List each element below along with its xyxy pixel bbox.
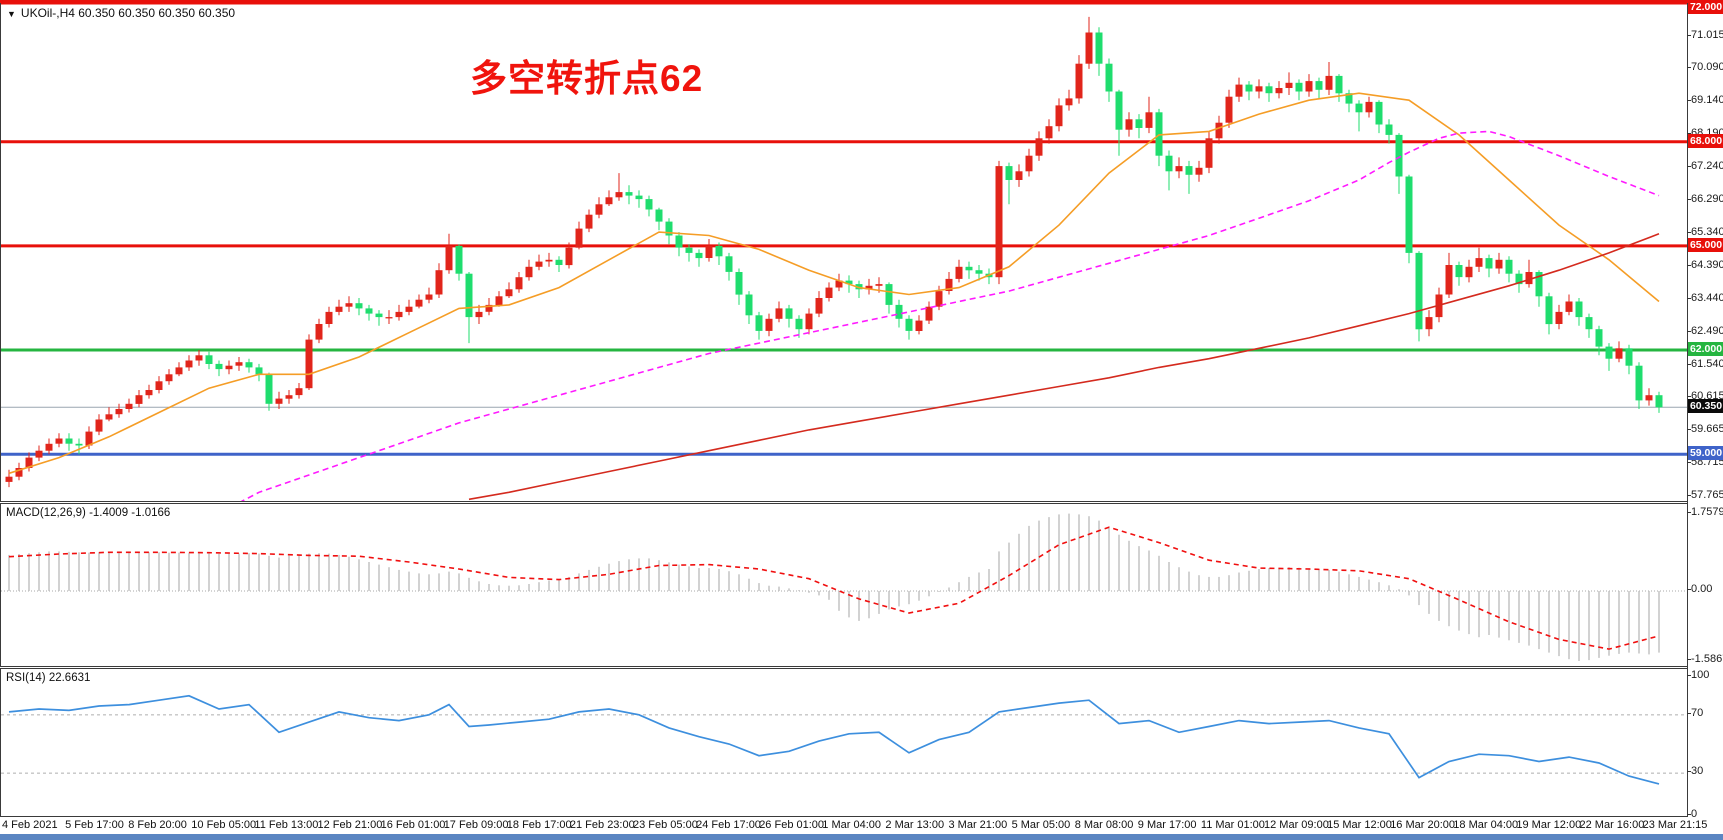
time-axis-label: 4 Feb 2021 (2, 819, 58, 831)
time-axis-label: 5 Mar 05:00 (1011, 819, 1071, 831)
time-axis-label: 23 Feb 05:00 (633, 819, 698, 831)
macd-tick: 0.00 (1687, 583, 1712, 595)
symbol-ohlc-bar: ▼ UKOil-,H4 60.350 60.350 60.350 60.350 (7, 6, 235, 20)
price-tick: 65.340 (1687, 226, 1723, 238)
price-axis[interactable]: 71.01570.09069.14068.19067.24066.29065.3… (1687, 0, 1723, 820)
time-axis-label: 1 Mar 04:00 (822, 819, 881, 831)
time-axis-label: 18 Mar 04:00 (1453, 819, 1519, 831)
macd-indicator-panel[interactable]: MACD(12,26,9) -1.4009 -1.0166 (0, 503, 1687, 667)
time-axis-label: 12 Feb 21:00 (317, 819, 383, 831)
price-level-badge: 60.350 (1688, 399, 1723, 414)
macd-chart[interactable] (1, 504, 1687, 666)
price-tick: 63.440 (1687, 292, 1723, 304)
time-axis-label: 5 Feb 17:00 (65, 819, 124, 831)
price-tick: 70.090 (1687, 61, 1723, 73)
macd-tick: -1.5867 (1687, 653, 1723, 665)
macd-tick: 1.7579 (1687, 506, 1723, 518)
price-tick: 59.665 (1687, 423, 1723, 435)
rsi-label: RSI(14) 22.6631 (6, 672, 91, 684)
price-tick: 64.390 (1687, 259, 1723, 271)
price-level-badge: 62.000 (1688, 342, 1723, 357)
time-axis-label: 23 Mar 21:15 (1642, 819, 1708, 831)
price-tick: 62.490 (1687, 325, 1723, 337)
rsi-tick: 0 (1687, 808, 1697, 820)
macd-label: MACD(12,26,9) -1.4009 -1.0166 (6, 507, 171, 519)
rsi-tick: 100 (1687, 669, 1709, 681)
time-axis-label: 21 Feb 23:00 (569, 819, 635, 831)
candlestick-chart[interactable] (1, 1, 1687, 501)
time-axis-label: 8 Feb 20:00 (128, 819, 187, 831)
price-level-badge: 72.000 (1688, 0, 1723, 14)
price-tick: 60.615 (1687, 390, 1723, 402)
price-level-badge: 65.000 (1688, 237, 1723, 252)
price-tick: 61.540 (1687, 358, 1723, 370)
time-axis-label: 3 Mar 21:00 (948, 819, 1008, 831)
time-axis-label: 19 Mar 12:00 (1516, 819, 1582, 831)
price-tick: 69.140 (1687, 94, 1723, 106)
resistance-line-72[interactable] (0, 0, 1723, 3)
time-axis-label: 22 Mar 16:00 (1579, 819, 1645, 831)
candlestick-chart-panel[interactable] (0, 0, 1687, 502)
price-level-badge: 68.000 (1688, 133, 1723, 148)
price-tick: 71.015 (1687, 29, 1723, 41)
rsi-chart[interactable] (1, 669, 1687, 816)
time-axis-label: 16 Feb 01:00 (380, 819, 446, 831)
time-axis-label: 17 Feb 09:00 (443, 819, 509, 831)
price-tick: 66.290 (1687, 193, 1723, 205)
time-axis[interactable]: 4 Feb 2021 5 Feb 17:00 8 Feb 20:00 10 Feb 0… (0, 818, 1723, 834)
time-axis-label: 12 Mar 09:00 (1264, 819, 1329, 831)
time-axis-label: 11 Mar 01:00 (1200, 819, 1265, 831)
time-axis-label: 2 Mar 13:00 (885, 819, 945, 831)
chart-annotation-text: 多空转折点62 (470, 58, 704, 99)
symbol-dropdown-icon[interactable]: ▼ (7, 9, 16, 19)
time-axis-label: 11 Feb 13:00 (254, 819, 319, 831)
rsi-indicator-panel[interactable]: RSI(14) 22.6631 (0, 668, 1687, 817)
price-level-badge: 59.000 (1688, 446, 1723, 461)
price-tick: 57.765 (1687, 489, 1723, 501)
time-axis-label: 16 Mar 20:00 (1390, 819, 1456, 831)
time-axis-label: 26 Feb 01:00 (759, 819, 825, 831)
time-axis-label: 24 Feb 17:00 (696, 819, 761, 831)
rsi-tick: 30 (1687, 765, 1703, 777)
time-axis-label: 9 Mar 17:00 (1137, 819, 1197, 831)
time-axis-label: 10 Feb 05:00 (191, 819, 257, 831)
time-axis-label: 15 Mar 12:00 (1327, 819, 1392, 831)
time-axis-label: 18 Feb 17:00 (506, 819, 572, 831)
price-tick: 67.240 (1687, 160, 1723, 172)
symbol-ohlc-text: UKOil-,H4 60.350 60.350 60.350 60.350 (20, 6, 236, 20)
time-axis-label: 8 Mar 08:00 (1074, 819, 1134, 831)
rsi-tick: 70 (1687, 707, 1703, 719)
window-bottom-edge (0, 834, 1723, 840)
